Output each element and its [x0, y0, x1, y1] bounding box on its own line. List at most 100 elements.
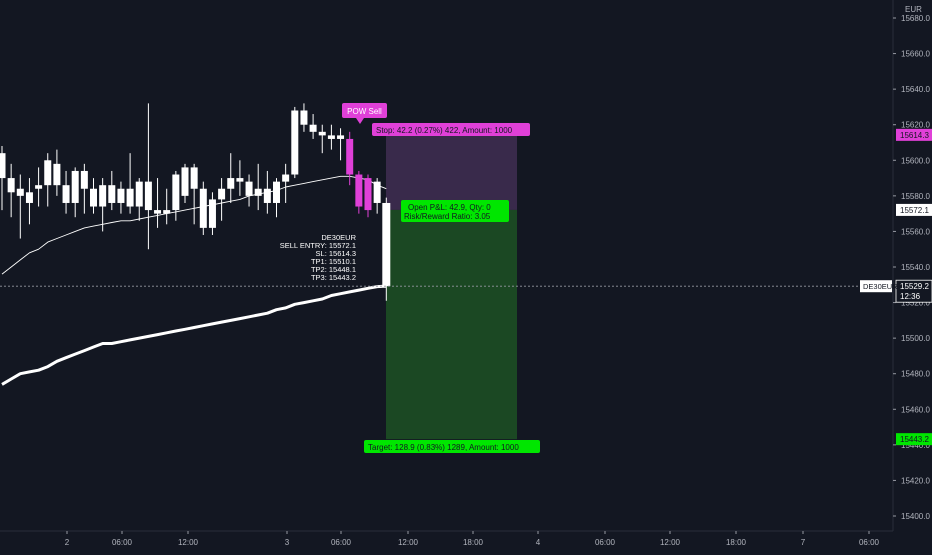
info-line: SELL ENTRY: 15572.1: [280, 241, 356, 250]
signal-label: POW Sell: [347, 107, 382, 116]
current-time-badge: 12:36: [900, 292, 921, 301]
y-tick-label: 15600.0: [901, 156, 930, 165]
open-pnl-label: Open P&L: 42.9, Qty: 0: [408, 203, 491, 212]
x-tick-label: 12:00: [660, 538, 681, 547]
x-tick-label: 7: [801, 538, 806, 547]
candle-body: [318, 131, 326, 136]
candle-body: [190, 167, 198, 189]
current-price-badge: 15529.2: [900, 282, 929, 291]
stop-price-badge-bg: [896, 128, 932, 141]
candle-body: [163, 210, 171, 214]
candle-body: [108, 185, 116, 203]
entry-price-badge-bg: [896, 203, 932, 216]
x-tick-label: 3: [285, 538, 290, 547]
candle-body: [263, 188, 271, 203]
candle-body: [80, 170, 88, 189]
candle-body: [300, 110, 308, 125]
x-tick-label: 4: [536, 538, 541, 547]
stop-price-badge: 15614.3: [900, 131, 929, 140]
candle-body: [62, 185, 70, 203]
risk-reward-label: Risk/Reward Ratio: 3.05: [404, 212, 491, 221]
y-tick-label: 15540.0: [901, 263, 930, 272]
candle-body: [53, 163, 61, 186]
candle-body: [346, 138, 354, 175]
pnl-box-bg: [401, 200, 509, 222]
candle-body: [199, 188, 207, 228]
candle-body: [309, 124, 317, 132]
x-tick-label: 18:00: [463, 538, 484, 547]
candle-body: [144, 181, 152, 211]
candle-body: [71, 170, 79, 203]
symbol-tag-bg: [860, 280, 892, 293]
candle-body: [7, 178, 15, 193]
stop-label-bg: [372, 123, 530, 136]
y-tick-label: 15580.0: [901, 192, 930, 201]
candle-body: [236, 178, 244, 182]
y-tick-label: 15400.0: [901, 512, 930, 521]
symbol-tag: DE30EUR: [863, 282, 898, 291]
candle-body: [382, 202, 391, 287]
y-tick-label: 15620.0: [901, 121, 930, 130]
y-tick-label: 15640.0: [901, 85, 930, 94]
candle-body: [337, 135, 345, 139]
y-tick-label: 15520.0: [901, 299, 930, 308]
signal-bubble-bg: [342, 103, 387, 118]
candle-body: [99, 185, 107, 207]
y-tick-label: 15680.0: [901, 14, 930, 23]
candle-body: [364, 178, 372, 211]
signal-bubble-pointer: [356, 118, 364, 124]
info-line: TP1: 15510.1: [311, 257, 356, 266]
target-price-badge: 15443.2: [900, 435, 929, 444]
currency-label: EUR: [905, 5, 922, 14]
target-zone: [386, 209, 517, 440]
x-tick-label: 2: [65, 538, 70, 547]
stop-zone: [386, 134, 517, 210]
x-tick-label: 06:00: [859, 538, 880, 547]
candle-body: [35, 185, 43, 189]
y-tick-label: 15560.0: [901, 227, 930, 236]
ma-thick-line: [1, 284, 387, 386]
candle-body: [327, 135, 335, 139]
entry-price-badge: 15572.1: [900, 206, 929, 215]
candle-body: [355, 174, 363, 207]
candle-body: [172, 174, 180, 211]
candle-body: [44, 160, 52, 186]
candle-body: [254, 188, 262, 196]
x-tick-label: 06:00: [331, 538, 352, 547]
candle-body: [126, 188, 134, 207]
candle-body: [117, 188, 125, 203]
candle-body: [16, 188, 24, 196]
x-tick-label: 06:00: [112, 538, 133, 547]
candle-body: [227, 178, 235, 189]
candle-body: [25, 192, 33, 203]
candle-body: [0, 153, 6, 179]
candle-body: [135, 181, 143, 207]
y-tick-label: 15500.0: [901, 334, 930, 343]
info-line: TP3: 15443.2: [311, 273, 356, 282]
target-label: Target: 128.9 (0.83%) 1289, Amount: 1000: [368, 443, 519, 452]
candle-body: [373, 181, 381, 203]
x-tick-label: 18:00: [726, 538, 747, 547]
x-tick-label: 12:00: [178, 538, 199, 547]
info-line: TP2: 15448.1: [311, 265, 356, 274]
candle-body: [218, 188, 226, 200]
target-label-bg: [364, 440, 540, 453]
candle-body: [291, 110, 299, 175]
y-tick-label: 15440.0: [901, 441, 930, 450]
info-line: SL: 15614.3: [316, 249, 356, 258]
x-tick-label: 06:00: [595, 538, 616, 547]
candle-body: [154, 210, 162, 214]
stop-label: Stop: 42.2 (0.27%) 422, Amount: 1000: [376, 126, 513, 135]
y-tick-label: 15460.0: [901, 405, 930, 414]
x-tick-label: 12:00: [398, 538, 419, 547]
info-line: DE30EUR: [321, 233, 356, 242]
candle-body: [208, 199, 216, 228]
candle-body: [181, 167, 189, 196]
target-price-badge-bg: [896, 433, 932, 446]
candle-body: [90, 188, 97, 207]
candle-body: [273, 181, 280, 203]
candle-body: [245, 181, 253, 196]
candle-body: [282, 174, 290, 182]
